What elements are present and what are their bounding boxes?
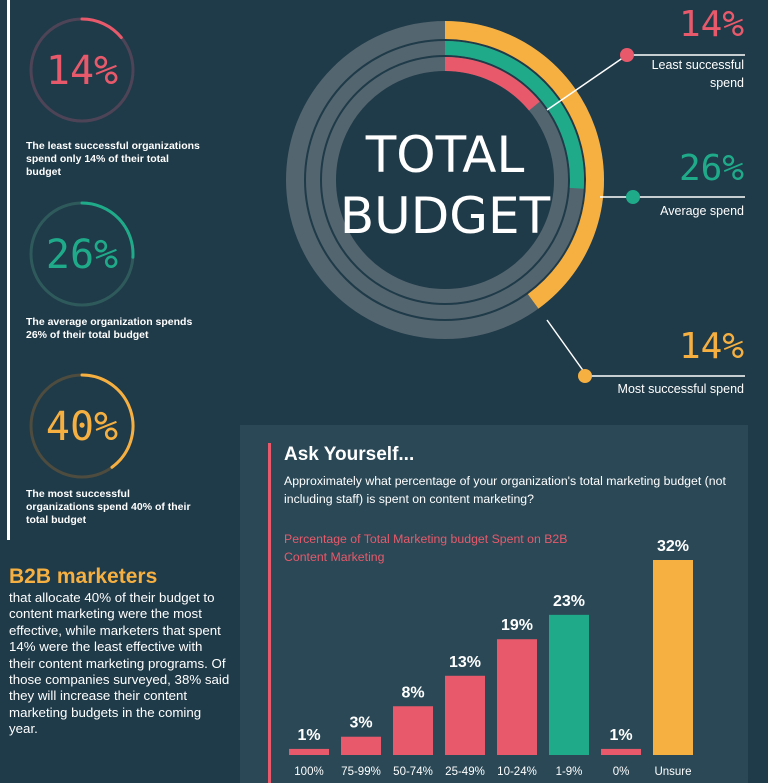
connector-least	[546, 54, 628, 111]
callout-most: 14% Most successful spend	[618, 328, 744, 398]
stat-least-successful: 14% The least successful organizations s…	[26, 14, 201, 179]
dot-most	[578, 369, 592, 383]
connector-most	[546, 319, 588, 377]
callout-most-label: Most successful spend	[617, 382, 744, 396]
donut-arc-26	[444, 41, 584, 189]
callout-least-label2: spend	[709, 76, 744, 90]
stat-ring-40: 40%	[29, 373, 135, 479]
stat-most-successful: 40% The most successful organizations sp…	[26, 370, 201, 527]
callout-average-value: 26%	[678, 148, 744, 189]
callout-average: 26% Average spend	[660, 150, 744, 220]
ask-question: Approximately what percentage of your or…	[284, 474, 726, 506]
panel-accent-bar	[268, 443, 271, 783]
stat-desc-least: The least successful organizations spend…	[26, 140, 200, 178]
donut-arc-14	[444, 57, 540, 111]
stat-desc-average: The average organization spends 26% of t…	[26, 316, 193, 341]
stat-average: 26% The average organization spends 26% …	[26, 198, 201, 342]
stat-value-40: 40%	[46, 404, 118, 450]
chart-title: Percentage of Total Marketing budget Spe…	[284, 532, 568, 564]
total-budget-donut: TOTAL BUDGET	[286, 21, 745, 383]
callout-least: 14% Least successful spend	[652, 6, 744, 92]
callout-average-label: Average spend	[660, 204, 744, 218]
dot-average	[626, 190, 640, 204]
stat-ring-26: 26%	[29, 201, 135, 307]
stat-ring-14: 14%	[29, 17, 135, 123]
stat-value-26: 26%	[46, 232, 118, 278]
callout-most-value: 14%	[678, 326, 744, 367]
dot-least	[620, 48, 634, 62]
ask-title: Ask Yourself...	[284, 444, 415, 465]
stat-value-14: 14%	[46, 48, 118, 94]
callout-least-label1: Least successful	[651, 58, 744, 72]
left-divider-line	[7, 0, 10, 540]
donut-title-line1: TOTAL	[365, 126, 525, 184]
callout-least-value: 14%	[678, 4, 744, 45]
b2b-title: B2B marketers	[9, 565, 158, 588]
stat-desc-most: The most successful organizations spend …	[26, 488, 191, 526]
donut-title-line2: BUDGET	[340, 187, 551, 245]
donut-arc-40	[444, 21, 604, 309]
b2b-body: that allocate 40% of their budget to con…	[9, 590, 230, 737]
